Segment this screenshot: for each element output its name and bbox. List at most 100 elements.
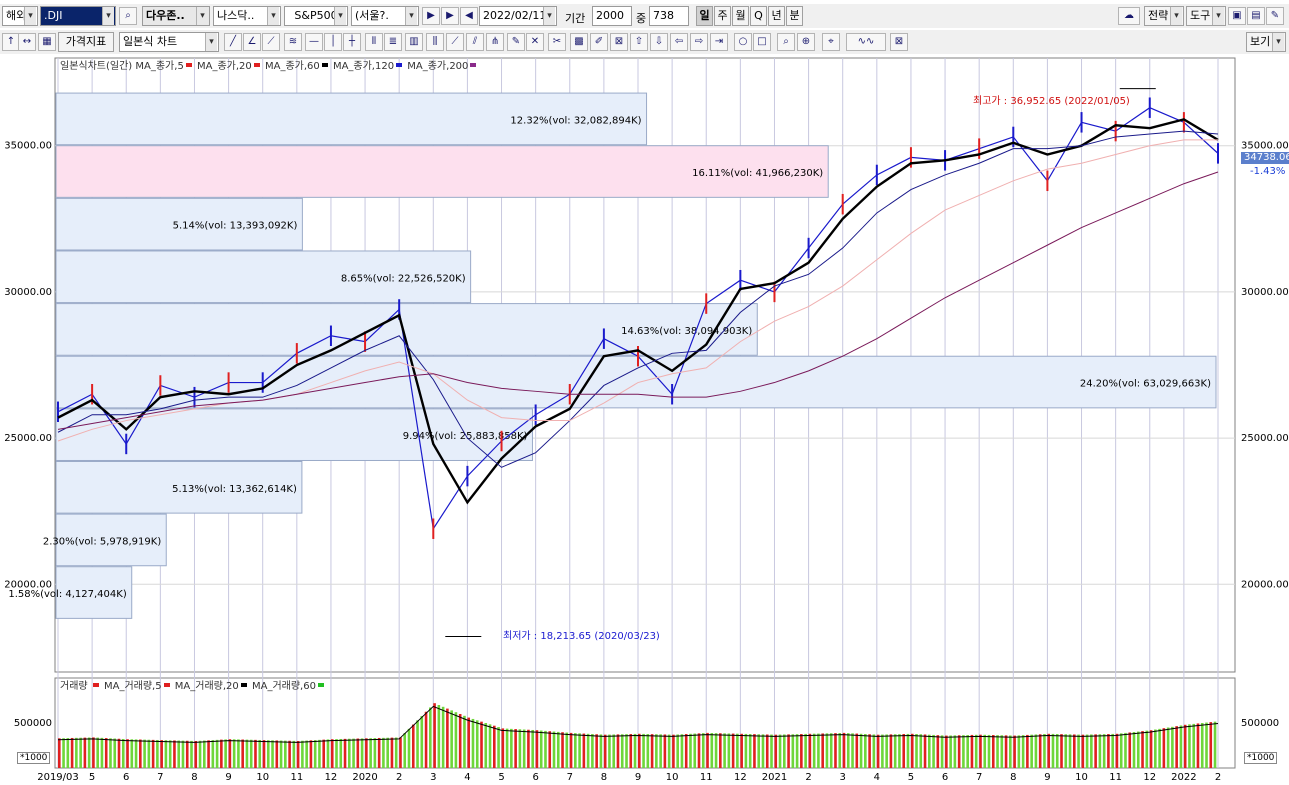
ma200-line — [57, 171, 1219, 430]
volume-bar — [1171, 726, 1174, 768]
search-icon[interactable]: ⌕ — [119, 7, 137, 25]
volume-bar — [663, 734, 667, 768]
volume-bar — [851, 733, 854, 768]
volume-bar — [902, 734, 906, 768]
cloud-icon[interactable]: ☁ — [1118, 7, 1140, 25]
volume-bar — [518, 729, 522, 768]
chart-type-select[interactable]: 일본식 차트 — [119, 32, 219, 52]
cross-cursor-icon[interactable]: ✕ — [526, 33, 544, 51]
compare-select-2[interactable]: S&P500 — [284, 6, 348, 26]
volume-bar — [625, 734, 628, 768]
export-image-icon[interactable]: ⊠ — [890, 33, 908, 51]
price-indicator-button[interactable]: 가격지표 — [58, 32, 114, 52]
volume-bar — [646, 734, 650, 768]
regression-channel-icon[interactable]: ⟋ — [446, 33, 464, 51]
gann-grid-icon[interactable]: ▥ — [405, 33, 423, 51]
step-forward-icon[interactable]: ▶ — [441, 7, 459, 25]
x-tick-label: 8 — [1010, 772, 1016, 783]
vertical-line-icon[interactable]: │ — [324, 33, 342, 51]
scroll-up-icon[interactable]: ⇧ — [630, 33, 648, 51]
compare-select-1[interactable]: 나스닥.. — [213, 6, 281, 26]
fan-tool-icon[interactable]: ≋ — [284, 33, 302, 51]
scroll-right-icon[interactable]: ⇨ — [690, 33, 708, 51]
wrench-icon[interactable]: ✎ — [1266, 7, 1284, 25]
count-input[interactable]: 738 — [649, 6, 689, 26]
tools-button[interactable]: 도구 — [1186, 6, 1226, 26]
volume-bar — [437, 705, 441, 768]
circle-tool-icon[interactable]: ○ — [734, 33, 752, 51]
count-label: 중 — [636, 12, 647, 25]
volume-bar — [1107, 734, 1110, 768]
volume-profile-label: 12.32%(vol: 32,082,894K) — [510, 115, 641, 126]
timeframe-quarter-button[interactable]: Q — [750, 6, 767, 26]
timeframe-month-button[interactable]: 월 — [732, 6, 749, 26]
parallel-line-icon[interactable]: ⫽ — [466, 33, 484, 51]
volume-bar — [429, 707, 432, 768]
timeframe-minute-button[interactable]: 분 — [786, 6, 803, 26]
period-grid-icon[interactable]: ⦀ — [365, 33, 383, 51]
x-tick-label: 12 — [734, 772, 747, 783]
trendline-tool-icon[interactable]: ⟋ — [262, 33, 280, 51]
pointer-icon[interactable]: ⌖ — [822, 33, 840, 51]
speed-line-icon[interactable]: ⫼ — [426, 33, 444, 51]
indicator-settings-icon[interactable]: ▦ — [38, 33, 56, 51]
price-chart[interactable]: 12.32%(vol: 32,082,894K) 16.11%(vol: 41,9… — [0, 56, 1289, 785]
horizontal-line-icon[interactable]: — — [305, 33, 323, 51]
zoom-area-icon[interactable]: ⌕ — [777, 33, 795, 51]
volume-bar — [228, 739, 232, 768]
volume-bar — [945, 735, 948, 768]
x-tick-label: 11 — [700, 772, 713, 783]
x-tick-label: 10 — [666, 772, 679, 783]
line-tool-icon[interactable]: ╱ — [224, 33, 242, 51]
folder-open-icon[interactable]: ▣ — [1228, 7, 1246, 25]
shift-end-icon[interactable]: ⇥ — [710, 33, 728, 51]
timeframe-year-button[interactable]: 년 — [768, 6, 785, 26]
ma20-line — [57, 118, 1219, 505]
timeframe-day-button[interactable]: 일 — [696, 6, 713, 26]
angle-tool-icon[interactable]: ∠ — [243, 33, 261, 51]
date-picker[interactable]: 2022/02/11 — [479, 6, 557, 26]
volume-bar — [684, 734, 688, 768]
legend-vol-ma5: MA_거래량,5 — [103, 681, 162, 692]
volume-bar — [616, 734, 620, 768]
volume-bar — [164, 740, 168, 768]
pitchfork-icon[interactable]: ⋔ — [486, 33, 504, 51]
timezone-select[interactable]: (서울?. — [351, 6, 419, 26]
volume-bar — [808, 733, 812, 768]
period-input[interactable]: 2000 — [592, 6, 632, 26]
volume-bar — [893, 734, 897, 768]
volume-bar — [1136, 731, 1140, 768]
volume-bar — [424, 711, 428, 768]
cross-line-icon[interactable]: ┼ — [343, 33, 361, 51]
symbol-code-input[interactable]: .DJI — [40, 6, 116, 26]
edit-object-icon[interactable]: ✐ — [590, 33, 608, 51]
volume-bar — [1102, 734, 1106, 768]
strategy-button[interactable]: 전략 — [1144, 6, 1184, 26]
play-icon[interactable]: ▶ — [422, 7, 440, 25]
x-tick-label: 7 — [976, 772, 982, 783]
rectangle-tool-icon[interactable]: □ — [753, 33, 771, 51]
scroll-left-icon[interactable]: ⇦ — [670, 33, 688, 51]
step-back-icon[interactable]: ◀ — [460, 7, 478, 25]
volume-bar — [168, 740, 172, 768]
timeframe-week-button[interactable]: 주 — [714, 6, 731, 26]
wave-pattern-icon[interactable]: ∿∿ — [846, 33, 886, 51]
text-tool-icon[interactable]: ⊠ — [610, 33, 628, 51]
pen-tool-icon[interactable]: ✎ — [507, 33, 525, 51]
symbol-name-select[interactable]: 다우존.. — [142, 6, 210, 26]
fibonacci-icon[interactable]: ≣ — [384, 33, 402, 51]
zoom-reset-icon[interactable]: ⊕ — [797, 33, 815, 51]
volume-bar — [173, 740, 176, 768]
volume-bar — [748, 734, 752, 768]
volume-bar — [1060, 734, 1063, 768]
delete-drawing-icon[interactable]: ✂ — [548, 33, 566, 51]
volume-bar — [104, 738, 108, 768]
view-button[interactable]: 보기 — [1246, 32, 1286, 52]
legend-vol-ma60: MA_거래량,60 — [251, 681, 316, 692]
color-palette-icon[interactable]: ▩ — [570, 33, 588, 51]
arrows-horizontal-icon[interactable]: ↔ — [18, 33, 36, 51]
scroll-down-icon[interactable]: ⇩ — [650, 33, 668, 51]
volume-bar — [1090, 734, 1093, 768]
save-icon[interactable]: ▤ — [1247, 7, 1265, 25]
market-select[interactable]: 해외 — [2, 6, 38, 26]
